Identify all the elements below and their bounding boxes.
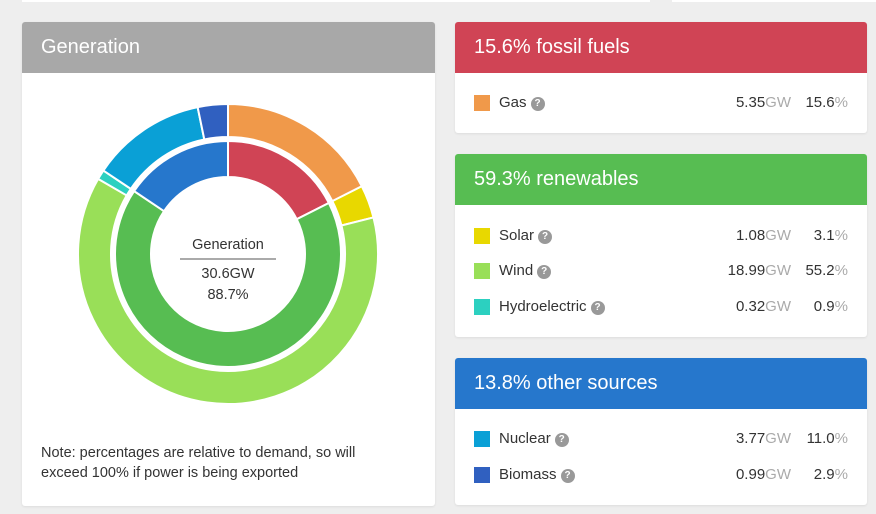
solar-gw: 1.08GW	[735, 227, 791, 244]
hydroelectric-pct: 0.9%	[813, 298, 848, 315]
biomass-gw: 0.99GW	[735, 466, 791, 483]
donut-center-pct: 88.7%	[207, 287, 248, 303]
question-circle-icon[interactable]: ?	[590, 301, 605, 315]
outer-segment-wind	[77, 177, 379, 405]
donut-center-gw: 30.6GW	[201, 266, 254, 282]
gas-label: Gas	[499, 94, 527, 111]
nuclear-pct: 11.0%	[806, 430, 848, 447]
generation-donut-chart: Generation 30.6GW 88.7%	[77, 102, 379, 405]
nuclear-label: Nuclear	[499, 430, 551, 447]
outer-ring	[77, 102, 379, 405]
question-circle-icon[interactable]: ?	[538, 230, 553, 244]
hydroelectric-gw: 0.32GW	[735, 298, 791, 315]
source-row-hydroelectric: Hydroelectric? 0.32GW 0.9%	[474, 297, 848, 317]
other-sources-header: 13.8% other sources	[455, 358, 867, 409]
inner-ring	[114, 139, 342, 368]
source-row-solar: Solar? 1.08GW 3.1%	[474, 226, 848, 246]
solar-swatch	[474, 228, 490, 244]
renewables-header: 59.3% renewables	[455, 154, 867, 205]
solar-label: Solar	[499, 227, 535, 244]
wind-label: Wind	[499, 262, 534, 279]
generation-note: Note: percentages are relative to demand…	[41, 445, 356, 481]
biomass-pct: 2.9%	[813, 466, 848, 483]
source-row-biomass: Biomass? 0.99GW 2.9%	[474, 465, 848, 485]
gas-gw: 5.35GW	[735, 94, 791, 111]
other-sources-card: 13.8% other sources Nuclear? 3.77GW 11.0…	[455, 358, 867, 505]
gas-pct: 15.6%	[805, 94, 848, 111]
hydroelectric-label: Hydroelectric	[499, 298, 587, 315]
donut-center-label: Generation	[192, 237, 264, 253]
source-row-wind: Wind? 18.99GW 55.2%	[474, 261, 848, 281]
solar-pct: 3.1%	[813, 227, 848, 244]
generation-card: Generation Generation 30.6GW 88.7% Note:…	[22, 22, 435, 506]
gas-swatch	[474, 95, 490, 111]
question-circle-icon[interactable]: ?	[560, 469, 575, 483]
inner-segment-other-sources	[132, 139, 229, 213]
renewables-card: 59.3% renewables Solar? 1.08GW 3.1% Wind…	[455, 154, 867, 337]
fossil-fuels-card: 15.6% fossil fuels Gas? 5.35GW 15.6%	[455, 22, 867, 133]
wind-gw: 18.99GW	[727, 262, 791, 279]
fossil-fuels-header: 15.6% fossil fuels	[455, 22, 867, 73]
source-row-gas: Gas? 5.35GW 15.6%	[474, 93, 848, 113]
outer-segment-biomass	[196, 102, 229, 141]
top-card-edge-right	[672, 0, 876, 2]
nuclear-swatch	[474, 431, 490, 447]
hydroelectric-swatch	[474, 299, 490, 315]
biomass-label: Biomass	[499, 466, 557, 483]
inner-segment-renewables	[114, 189, 342, 368]
question-circle-icon[interactable]: ?	[530, 97, 545, 111]
top-card-edge-left	[22, 0, 650, 2]
source-row-nuclear: Nuclear? 3.77GW 11.0%	[474, 429, 848, 449]
generation-header: Generation	[22, 22, 435, 73]
question-circle-icon[interactable]: ?	[554, 433, 569, 447]
wind-pct: 55.2%	[805, 262, 848, 279]
nuclear-gw: 3.77GW	[735, 430, 791, 447]
biomass-swatch	[474, 467, 490, 483]
question-circle-icon[interactable]: ?	[537, 265, 552, 279]
wind-swatch	[474, 263, 490, 279]
